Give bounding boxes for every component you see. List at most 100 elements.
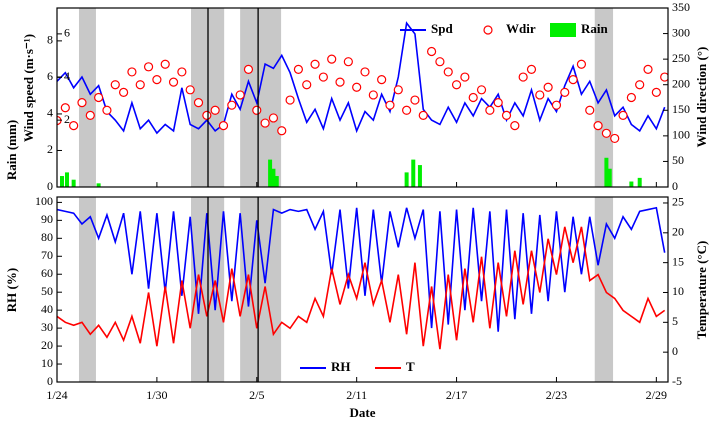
- point: [69, 121, 79, 131]
- x-tick-label: 2/29: [646, 388, 667, 402]
- point: [160, 59, 170, 69]
- point: [460, 72, 470, 82]
- point: [335, 77, 345, 87]
- point: [560, 87, 570, 97]
- speed-axis-label: Wind speed (m·s⁻¹): [21, 34, 36, 142]
- point: [426, 46, 437, 57]
- point: [327, 54, 337, 64]
- point: [243, 64, 254, 74]
- rh-tick-label: 10: [41, 356, 53, 370]
- rain-bar: [268, 159, 273, 187]
- point: [377, 74, 387, 85]
- point: [168, 77, 179, 87]
- point: [643, 64, 653, 74]
- rh-tick-label: 50: [41, 284, 53, 298]
- point: [368, 90, 378, 100]
- direction-tick-label: 250: [672, 51, 690, 65]
- rain-bar: [271, 168, 276, 187]
- temperature-tick-label: 5: [672, 314, 678, 328]
- point: [601, 128, 612, 138]
- rh-tick-label: 70: [41, 248, 53, 262]
- point: [576, 59, 587, 69]
- point: [360, 67, 370, 77]
- rain-tick-label: 8: [47, 33, 53, 47]
- point: [485, 105, 495, 115]
- rain-bar: [607, 168, 612, 187]
- plot-frame: [56, 7, 669, 188]
- point: [476, 85, 487, 95]
- point: [410, 95, 420, 105]
- temperature-tick-label: -5: [672, 374, 682, 388]
- x-tick-label: 1/30: [146, 388, 167, 402]
- shaded-period: [594, 197, 614, 382]
- x-tick-label: 2/11: [346, 388, 367, 402]
- point: [451, 80, 462, 90]
- rain-axis-label: Rain (mm): [4, 120, 19, 180]
- point: [510, 121, 520, 131]
- rh-tick-label: 80: [41, 230, 53, 244]
- temperature-tick-label: 25: [672, 195, 684, 209]
- temperature-tick-label: 15: [672, 254, 684, 268]
- point: [526, 64, 537, 74]
- point: [393, 85, 403, 95]
- point: [660, 72, 668, 82]
- point: [618, 110, 628, 121]
- point: [143, 62, 154, 72]
- point: [543, 82, 553, 92]
- point: [518, 72, 528, 82]
- rain-bar: [96, 183, 101, 187]
- rain-tick-label: 2: [47, 142, 53, 156]
- shaded-period: [240, 8, 282, 187]
- point: [293, 64, 304, 74]
- x-tick-label: 1/24: [46, 388, 67, 402]
- direction-tick-label: 100: [672, 128, 690, 142]
- point: [218, 121, 229, 131]
- line: [57, 226, 666, 350]
- speed-tick-label: 6: [64, 26, 70, 40]
- direction-tick-label: 50: [672, 153, 684, 167]
- point: [235, 90, 245, 100]
- point: [402, 105, 412, 115]
- legend-label: RH: [331, 359, 351, 374]
- point: [227, 100, 237, 110]
- point: [135, 80, 145, 90]
- rain-bar: [411, 159, 416, 187]
- point: [202, 110, 212, 121]
- rh-axis-label: RH (%): [4, 268, 19, 312]
- legend-label: Rain: [581, 21, 609, 36]
- legend-swatch: [550, 23, 576, 37]
- direction-tick-label: 0: [672, 179, 678, 193]
- point: [85, 110, 95, 121]
- point: [193, 98, 204, 108]
- shaded-period: [594, 8, 614, 187]
- rain-bar: [71, 179, 76, 187]
- rain-bar: [637, 177, 642, 187]
- point: [593, 121, 603, 131]
- direction-tick-label: 350: [672, 0, 690, 14]
- point: [343, 57, 353, 67]
- speed-tick-label: 2: [64, 112, 70, 126]
- point: [277, 126, 287, 136]
- temperature-tick-label: 10: [672, 284, 684, 298]
- point: [385, 100, 395, 110]
- shaded-period: [78, 8, 96, 187]
- legend-label: T: [406, 359, 415, 374]
- x-axis-label: Date: [350, 405, 376, 420]
- rain-bar: [404, 172, 409, 187]
- point: [610, 133, 620, 144]
- rh-tick-label: 0: [47, 374, 53, 388]
- rh-tick-label: 60: [41, 266, 53, 280]
- point: [626, 92, 636, 103]
- point: [127, 67, 137, 77]
- point: [185, 85, 195, 95]
- line: [57, 206, 666, 332]
- point: [60, 103, 70, 113]
- point: [94, 92, 104, 103]
- x-tick-label: 2/23: [546, 388, 567, 402]
- point: [177, 67, 187, 77]
- x-tick-label: 2/5: [249, 388, 264, 402]
- rain-tick-label: 0: [47, 179, 53, 193]
- plot-area: [57, 197, 666, 382]
- rain-bar: [274, 176, 279, 187]
